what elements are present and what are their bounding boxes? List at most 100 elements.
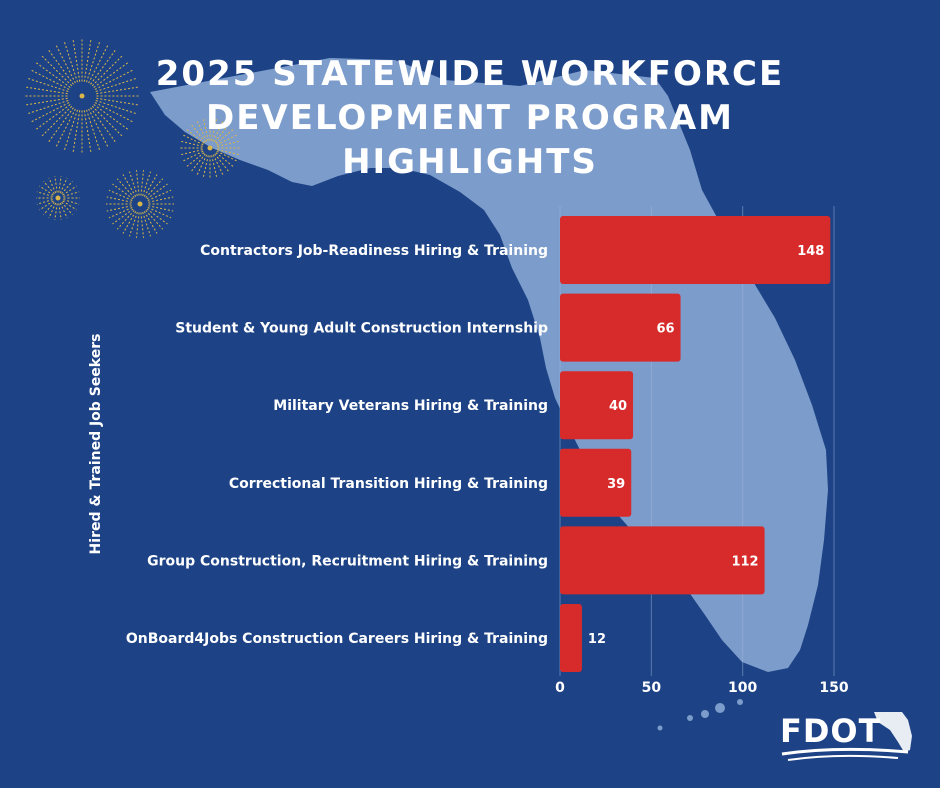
title-line: 2025 STATEWIDE WORKFORCE	[155, 54, 785, 94]
firework-ray	[95, 100, 138, 115]
firework-ray	[62, 185, 77, 196]
y-axis-label: Hired & Trained Job Seekers	[88, 334, 104, 555]
firework-ray	[86, 40, 101, 83]
firework-ray	[72, 110, 81, 154]
data-label: 12	[588, 632, 606, 647]
firework-ray	[91, 105, 124, 138]
firework-ray	[61, 201, 73, 215]
firework-ray	[146, 208, 168, 225]
firework-center	[207, 145, 213, 151]
florida-key-dot	[701, 710, 709, 718]
bar	[560, 371, 634, 440]
firework-ray	[142, 171, 151, 197]
firework-ray	[129, 171, 138, 197]
bar	[560, 293, 681, 362]
firework-ray	[48, 202, 57, 219]
category-label: Correctional Transition Hiring & Trainin…	[229, 476, 548, 492]
firework-ray	[145, 209, 164, 230]
firework-ray	[148, 205, 174, 212]
firework-ray	[36, 191, 53, 197]
firework-ray	[143, 174, 158, 197]
data-label: 39	[607, 477, 625, 492]
firework-ray	[116, 209, 135, 230]
firework-ray	[96, 86, 140, 95]
firework-burst	[106, 170, 174, 238]
data-label: 148	[797, 244, 824, 259]
logo-text: FDOT	[780, 712, 881, 750]
firework-ray	[142, 211, 151, 237]
category-label: Group Construction, Recruitment Hiring &…	[147, 553, 548, 569]
category-label: OnBoard4Jobs Construction Careers Hiring…	[126, 631, 548, 647]
firework-ray	[34, 104, 71, 131]
firework-ray	[30, 102, 70, 123]
florida-map-shape	[150, 58, 828, 672]
bar	[560, 526, 765, 595]
firework-ray	[93, 104, 130, 131]
firework-ray	[108, 207, 133, 219]
firework-ray	[72, 38, 81, 82]
firework-center	[79, 93, 85, 99]
firework-ray	[43, 201, 55, 215]
firework-ray	[58, 203, 62, 220]
firework-ray	[122, 211, 137, 234]
firework-ray	[94, 69, 134, 90]
firework-ray	[63, 199, 80, 205]
firework-ray	[47, 107, 74, 144]
firework-ray	[112, 183, 134, 200]
firework-ray	[34, 61, 71, 88]
firework-ray	[48, 177, 57, 194]
firework-ray	[135, 170, 140, 196]
firework-ray	[61, 181, 73, 195]
firework-ray	[47, 48, 74, 85]
logo-florida-icon	[874, 712, 912, 752]
firework-ray	[63, 109, 78, 152]
firework-ray	[147, 189, 172, 201]
firework-ray	[59, 177, 68, 194]
firework-ray	[83, 38, 92, 82]
firework-ray	[148, 196, 174, 203]
firework-ray	[90, 48, 117, 85]
bar	[560, 216, 831, 284]
title-line: DEVELOPMENT PROGRAM	[205, 98, 735, 138]
firework-ray	[90, 107, 117, 144]
firework-ray	[140, 170, 145, 196]
firework-ray	[26, 100, 69, 115]
florida-key-dot	[715, 703, 725, 713]
fdot-logo: FDOT	[780, 712, 912, 761]
firework-ray	[106, 205, 132, 212]
firework-ray	[36, 199, 53, 205]
firework-ray	[135, 212, 140, 238]
x-tick-label: 100	[728, 680, 757, 696]
firework-ray	[116, 178, 135, 199]
firework-burst	[24, 38, 140, 154]
firework-ray	[145, 178, 164, 199]
firework-burst	[180, 118, 240, 178]
florida-key-dot	[657, 725, 663, 731]
category-label: Military Veterans Hiring & Training	[273, 398, 548, 414]
x-tick-label: 150	[819, 680, 848, 696]
firework-ray	[88, 44, 109, 84]
firework-ray	[86, 109, 101, 152]
firework-ray	[55, 44, 76, 84]
data-label: 40	[609, 399, 627, 414]
firework-ray	[54, 203, 58, 220]
firework-ray	[40, 54, 73, 87]
firework-ray	[108, 189, 133, 201]
data-label: 66	[656, 322, 674, 337]
firework-ray	[30, 69, 70, 90]
firework-ray	[63, 191, 80, 197]
firework-ray	[83, 110, 92, 154]
florida-key-dot	[737, 699, 743, 705]
x-tick-label: 50	[642, 680, 662, 696]
bar	[560, 448, 632, 517]
firework-ray	[143, 211, 158, 234]
firework-ray	[146, 183, 168, 200]
firework-ray	[147, 207, 172, 219]
firework-ray	[94, 102, 134, 123]
firework-center	[55, 195, 61, 201]
firework-ray	[43, 181, 55, 195]
firework-ray	[39, 200, 54, 211]
firework-ray	[93, 61, 130, 88]
